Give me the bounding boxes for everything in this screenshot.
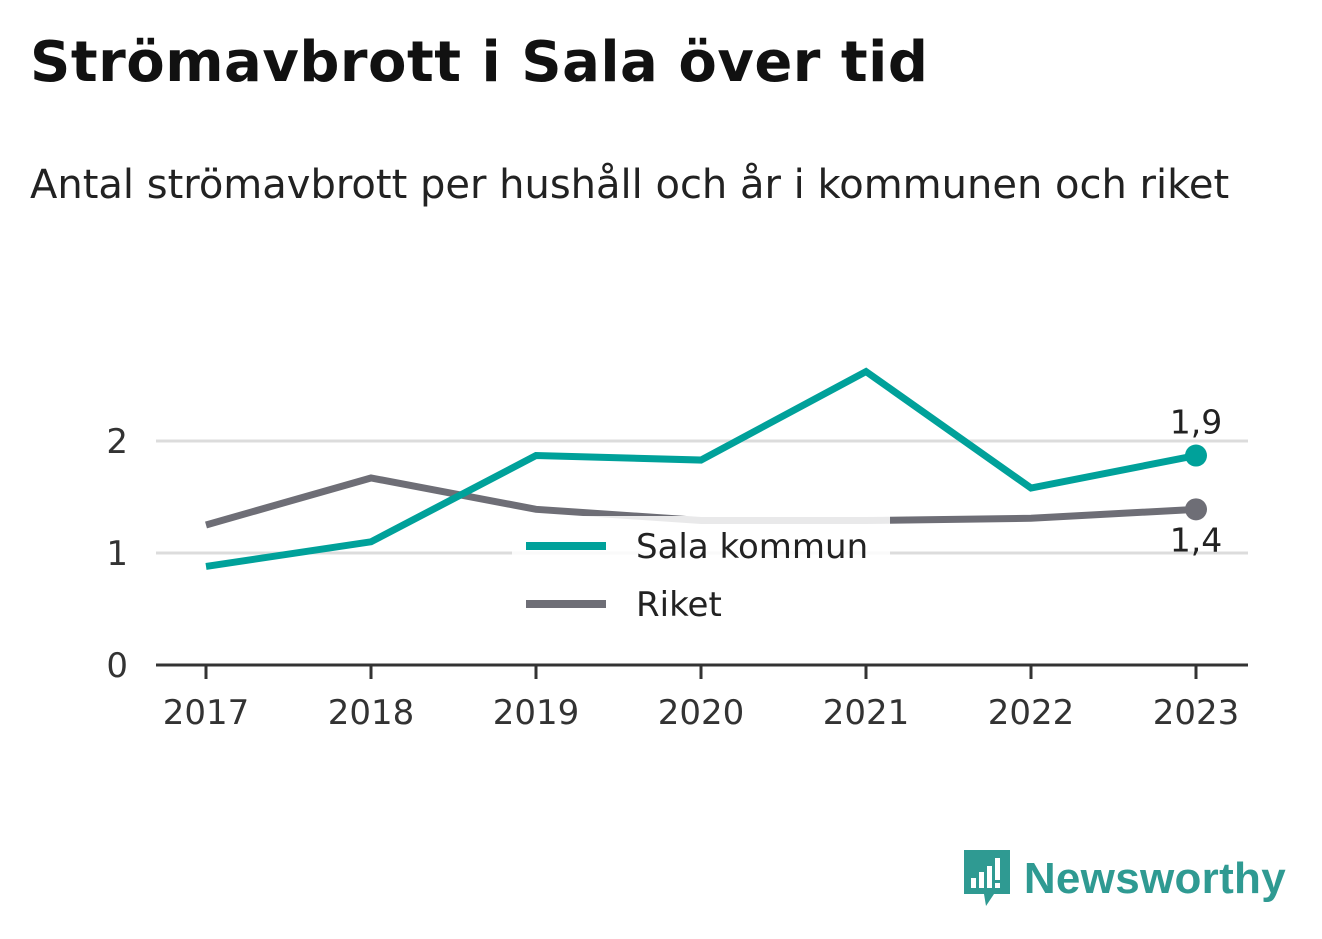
end-value-label: 1,9 [1170,403,1222,442]
bar-chart-speech-bubble-icon [963,850,1010,906]
x-tick-label: 2017 [163,693,250,733]
y-axis-ticks: 0 1 2 [106,422,128,686]
chart-subtitle: Antal strömavbrott per hushåll och år i … [30,162,1230,208]
legend: Sala kommun Riket [512,516,890,628]
series-line-0 [205,367,1197,570]
x-axis: 2017 2018 2019 2020 2021 2022 2023 [156,663,1248,733]
x-tick-label: 2020 [658,693,745,733]
newsworthy-logo: Newsworthy [962,848,1286,910]
x-tick-label: 2021 [823,693,910,733]
legend-label: Sala kommun [636,527,868,567]
y-tick-label: 1 [106,534,128,574]
x-tick-label: 2023 [1153,693,1240,733]
end-labels: 1,9 1,4 [1170,403,1222,560]
x-tick-label: 2018 [328,693,415,733]
chart-title: Strömavbrott i Sala över tid [30,30,929,95]
brand-name: Newsworthy [1023,854,1286,903]
legend-label: Riket [636,585,722,625]
x-tick-label: 2022 [988,693,1075,733]
series-end-point [1185,444,1207,467]
end-value-label: 1,4 [1170,520,1222,559]
legend-background [512,516,890,628]
y-tick-label: 2 [106,422,128,462]
x-tick-label: 2019 [493,693,580,733]
series-end-point [1185,498,1207,521]
y-tick-label: 0 [106,646,128,686]
